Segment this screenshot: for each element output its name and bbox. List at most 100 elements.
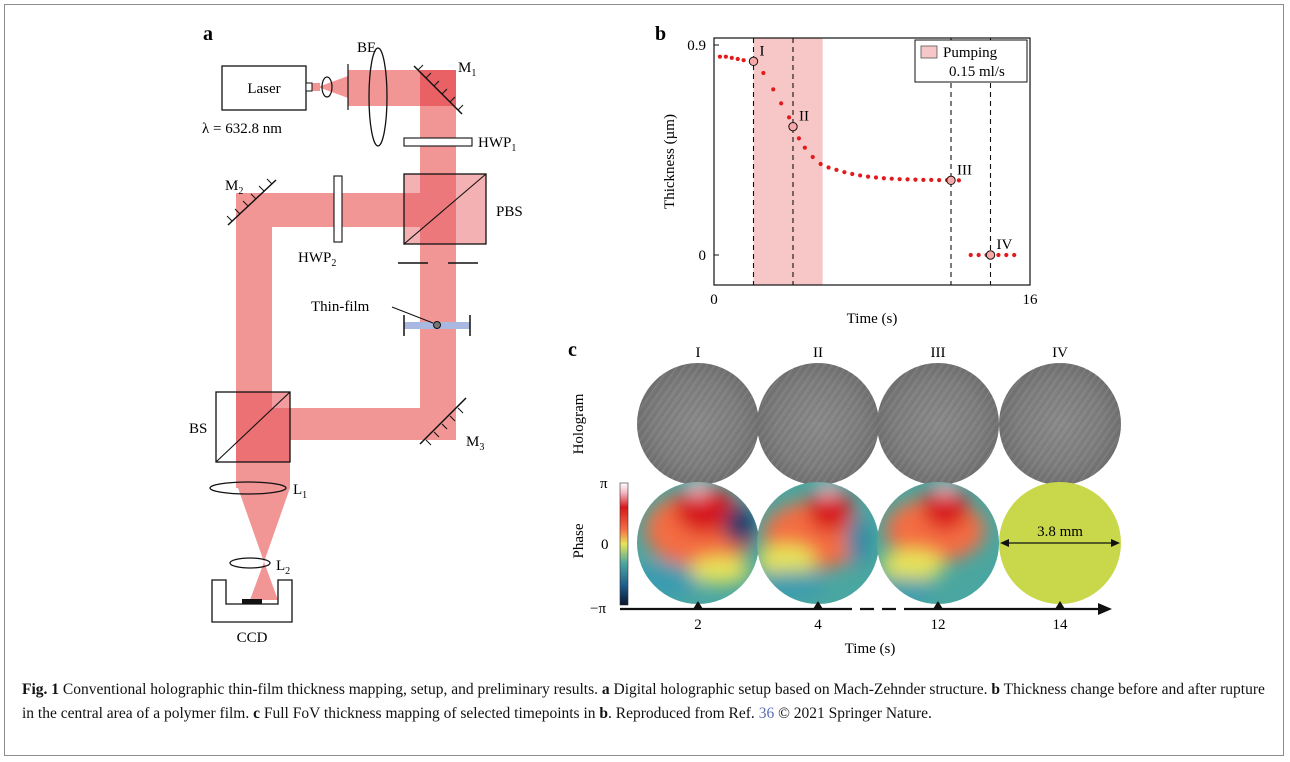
data-point-38 (996, 252, 1001, 258)
time-marker-1 (693, 601, 703, 609)
beam-lower-horizontal (272, 408, 456, 440)
annotation-label-4: IV (997, 237, 1013, 253)
data-point-15 (818, 161, 823, 167)
m2-label: M2 (225, 178, 243, 197)
time-tick-2: 4 (814, 617, 822, 633)
data-point-4 (735, 56, 740, 62)
annotation-marker-3 (946, 175, 956, 186)
row-label-hologram: Hologram (571, 393, 587, 454)
beam-top (348, 70, 420, 106)
mirror-m3: M3 (419, 397, 484, 453)
hologram-2-texture (757, 363, 879, 485)
caption-title: Conventional holographic thin-film thick… (59, 681, 602, 698)
thin-film-marker (433, 321, 441, 329)
x-tick-label-2: 16 (1023, 292, 1039, 308)
caption-ref-link[interactable]: 36 (758, 705, 775, 722)
hwp1-plate (403, 137, 473, 147)
m3-label: M3 (466, 434, 484, 453)
data-point-24 (889, 176, 894, 181)
pbs-label: PBS (496, 204, 523, 220)
hologram-row (637, 363, 1121, 485)
caption-key-c: c (253, 705, 260, 722)
mirror-m1: M1 (413, 60, 476, 115)
data-point-23 (881, 176, 886, 181)
data-point-40 (1012, 252, 1017, 258)
time-marker-3 (933, 601, 943, 609)
thin-film-leader (391, 306, 434, 324)
data-point-9 (779, 101, 784, 106)
legend-label-line1: Pumping (943, 45, 998, 61)
panel-b-label: b (655, 23, 666, 45)
caption-text-b: Thickness change before and after ruptur… (22, 681, 1265, 722)
m1-label: M1 (458, 60, 476, 79)
caption-text-a: Digital holographic setup based on Mach-… (609, 681, 992, 698)
l2-label: L2 (276, 558, 290, 577)
data-point-5 (741, 58, 746, 63)
figure-graphic: a Laser λ = 632.8 nm BE (189, 23, 1121, 657)
pbs-cube (403, 173, 487, 245)
beam-focus-cone (238, 488, 290, 562)
data-point-19 (850, 171, 855, 177)
colorbar-tick-top: π (600, 476, 608, 492)
col-label-1: I (696, 345, 701, 361)
x-axis-label: Time (s) (847, 311, 898, 327)
data-point-14 (810, 154, 815, 160)
ccd-label: CCD (237, 630, 268, 646)
figure-caption: Fig. 1 Conventional holographic thin-fil… (22, 678, 1266, 726)
beam-expander-cone (318, 76, 348, 98)
be-label: BE (357, 40, 376, 56)
hologram-4-texture (999, 363, 1121, 485)
data-point-8 (771, 87, 776, 92)
beam-laser-stub (306, 83, 320, 91)
caption-copyright: © 2021 Springer Nature. (774, 705, 932, 722)
row-label-phase: Phase (571, 523, 587, 558)
y-tick-label-2: 0.9 (687, 38, 706, 54)
data-point-10 (786, 115, 792, 120)
hologram-1-texture (637, 363, 759, 485)
y-tick-label-1: 0 (699, 248, 707, 264)
colorbar-tick-mid: 0 (601, 537, 609, 553)
time-marker-2 (813, 601, 823, 609)
lens-l2 (229, 557, 271, 569)
phase-map-2 (757, 482, 879, 604)
legend-label-line2: 0.15 ml/s (949, 64, 1005, 80)
data-point-39 (1004, 252, 1009, 258)
phase-map-1 (637, 482, 759, 604)
beam-paths (236, 70, 456, 600)
data-point-27 (913, 177, 918, 182)
beam-expander-lens (368, 47, 388, 147)
laser-label: Laser (247, 81, 280, 97)
time-axis-arrowhead (1098, 603, 1112, 615)
annotation-label-1: I (760, 43, 765, 59)
caption-fig-label: Fig. 1 (22, 681, 60, 698)
data-point-26 (905, 177, 910, 182)
hwp2-plate (333, 175, 343, 243)
data-point-12 (796, 136, 802, 141)
data-point-17 (834, 167, 839, 172)
panel-a-setup: a Laser λ = 632.8 nm BE (189, 23, 523, 646)
data-point-22 (873, 175, 879, 180)
data-point-18 (842, 170, 847, 175)
col-label-4: IV (1052, 345, 1068, 361)
data-point-3 (729, 55, 734, 60)
annotation-marker-4 (985, 250, 996, 260)
caption-key-a: a (601, 681, 610, 698)
scale-bar-label: 3.8 mm (1037, 524, 1083, 540)
beam-overlap-m1 (420, 70, 456, 106)
col-label-2: II (813, 345, 823, 361)
caption-reproduced: . Reproduced from Ref. (608, 705, 759, 722)
data-point-2 (723, 54, 728, 59)
figure-frame (4, 4, 1284, 756)
bs-label: BS (189, 421, 207, 437)
data-point-1 (717, 54, 723, 59)
time-marker-4 (1055, 601, 1065, 609)
annotation-label-2: II (799, 109, 809, 125)
data-point-7 (761, 70, 766, 76)
beam-diverging-cone (250, 562, 278, 600)
plot-frame (713, 37, 1031, 286)
wavelength-label: λ = 632.8 nm (202, 121, 282, 137)
thin-film-label: Thin-film (311, 299, 370, 315)
time-tick-4: 14 (1053, 617, 1069, 633)
